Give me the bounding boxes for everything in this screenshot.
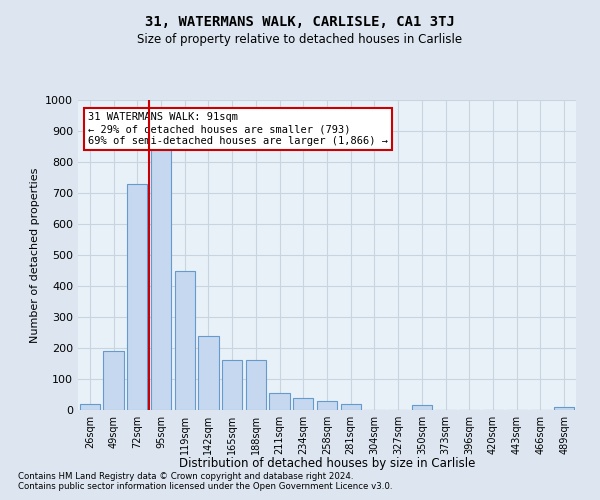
Bar	[412, 406, 432, 410]
Bar	[554, 407, 574, 410]
Text: Contains HM Land Registry data © Crown copyright and database right 2024.: Contains HM Land Registry data © Crown c…	[18, 472, 353, 481]
Bar	[317, 400, 337, 410]
Bar	[269, 393, 290, 410]
Bar	[246, 360, 266, 410]
Text: Distribution of detached houses by size in Carlisle: Distribution of detached houses by size …	[179, 458, 475, 470]
Text: 31 WATERMANS WALK: 91sqm
← 29% of detached houses are smaller (793)
69% of semi-: 31 WATERMANS WALK: 91sqm ← 29% of detach…	[88, 112, 388, 146]
Y-axis label: Number of detached properties: Number of detached properties	[29, 168, 40, 342]
Bar	[175, 270, 195, 410]
Bar	[127, 184, 148, 410]
Bar	[293, 398, 313, 410]
Bar	[80, 404, 100, 410]
Text: 31, WATERMANS WALK, CARLISLE, CA1 3TJ: 31, WATERMANS WALK, CARLISLE, CA1 3TJ	[145, 15, 455, 29]
Text: Contains public sector information licensed under the Open Government Licence v3: Contains public sector information licen…	[18, 482, 392, 491]
Bar	[103, 351, 124, 410]
Bar	[222, 360, 242, 410]
Bar	[341, 404, 361, 410]
Bar	[151, 150, 171, 410]
Text: Size of property relative to detached houses in Carlisle: Size of property relative to detached ho…	[137, 32, 463, 46]
Bar	[199, 336, 218, 410]
